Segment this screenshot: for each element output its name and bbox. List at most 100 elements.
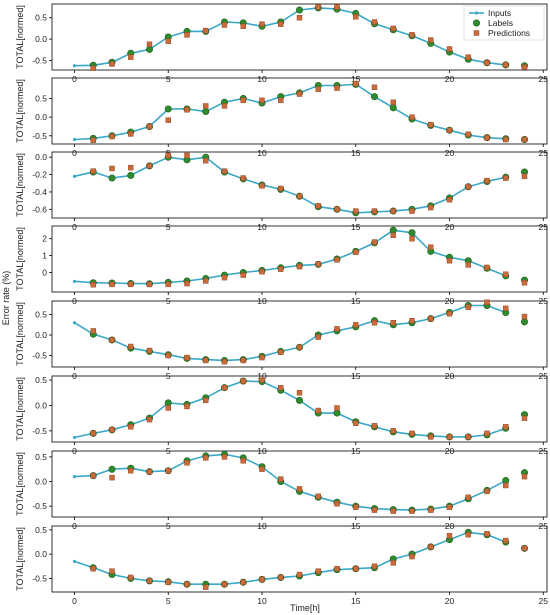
prediction-point [446,197,453,203]
prediction-point [521,313,528,320]
y-tick-label: 0.5 [35,375,47,385]
prediction-point [428,37,434,43]
prediction-point [334,405,340,411]
panel-3: 0 5 10 15 20 25 -0.6 -0.4 -0.2 0.0 TOTAL[normed] [15,151,549,232]
prediction-point [465,494,471,500]
prediction-point [278,97,284,104]
y-tick-label: 1 [42,251,47,261]
prediction-point [371,423,378,429]
prediction-point [353,249,359,255]
prediction-point [278,476,284,482]
x-tick-label: 15 [351,74,361,84]
prediction-point [278,21,284,27]
prediction-point [259,97,265,104]
prediction-point [503,424,509,430]
prediction-point [184,106,190,113]
prediction-point [409,32,415,38]
prediction-point [184,581,190,587]
prediction-point [296,344,303,351]
inputs-line [74,531,507,586]
prediction-point [278,349,284,355]
y-tick-label: 0.0 [35,34,47,44]
prediction-point [221,384,228,391]
y-tick-label: -0.5 [32,501,47,511]
prediction-point [315,568,321,574]
prediction-point [446,434,453,440]
prediction-point [165,281,171,288]
legend-labels-label: Labels [488,18,513,28]
prediction-point [128,131,134,137]
prediction-point [465,532,471,538]
prediction-point [109,337,115,343]
inputs-point [72,559,77,564]
prediction-point [259,354,265,361]
prediction-point [484,299,490,305]
prediction-point [521,64,528,70]
prediction-point [521,545,528,552]
prediction-point [390,560,396,566]
y-tick-label: -0.6 [32,204,47,214]
prediction-point [503,537,509,544]
prediction-point [334,501,340,507]
prediction-point [259,466,265,472]
inputs-point [72,137,77,142]
legend-predictions-label: Predictions [488,28,530,38]
y-axis-label: TOTAL[normed] [15,5,25,69]
prediction-point [278,185,284,192]
prediction-point [428,544,434,550]
prediction-point [353,80,359,87]
label-point [164,399,172,407]
inputs-line [74,83,506,141]
prediction-point [315,261,321,267]
y-tick-label: 0.5 [35,94,47,104]
x-tick-label: 20 [445,596,455,606]
prediction-point [128,343,134,350]
panel-2: 0 5 10 15 20 25 -0.5 0.0 0.5 TOTAL[normed] [15,77,548,158]
y-tick-label: 0.0 [35,152,47,162]
label-point [108,465,116,473]
prediction-point [315,4,321,10]
x-tick-label: 25 [539,222,549,232]
prediction-point [203,584,209,590]
label-point [108,174,116,182]
prediction-point [221,358,228,365]
x-tick-label: 10 [257,148,267,158]
x-tick-label: 10 [257,74,267,84]
prediction-point [90,168,96,174]
prediction-point [109,568,115,574]
x-tick-label: 0 [72,74,77,84]
prediction-point [334,85,340,91]
y-tick-label: -0.5 [32,573,47,583]
prediction-point [484,430,490,437]
x-tick-label: 20 [445,222,455,232]
prediction-point [521,473,528,480]
prediction-point [409,508,415,514]
prediction-point [203,103,209,109]
prediction-point [109,165,115,172]
prediction-point [371,84,378,91]
prediction-point [90,137,96,143]
prediction-point [128,164,134,171]
prediction-point [409,317,415,324]
prediction-point [409,430,415,437]
prediction-point [353,420,359,426]
label-point [295,6,303,14]
label-point [520,318,528,326]
prediction-point [503,136,509,143]
prediction-point [428,434,434,440]
y-tick-label: 0.5 [35,452,47,462]
prediction-point [128,54,134,60]
prediction-point [315,334,321,340]
prediction-point [446,46,453,52]
prediction-point [221,22,228,28]
axes-frame [51,77,548,145]
prediction-point [521,415,528,421]
label-point [389,226,397,234]
prediction-point [371,563,378,569]
prediction-point [165,352,171,359]
prediction-point [221,274,228,281]
y-tick-label: -0.5 [32,351,47,361]
